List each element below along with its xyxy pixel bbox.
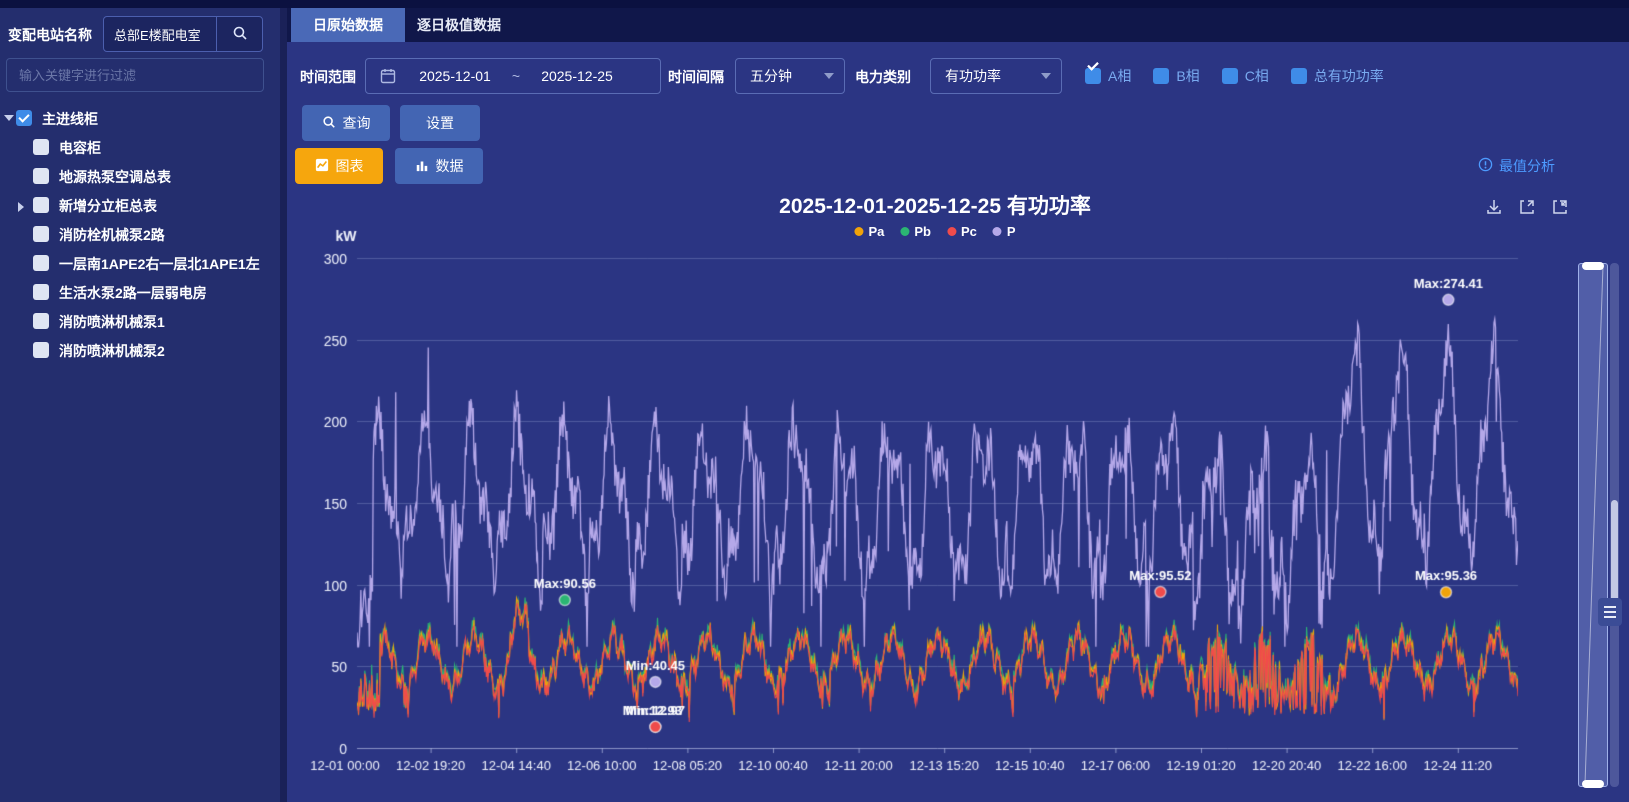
tree-item-label: 一层南1APE2右一层北1APE1左 xyxy=(59,255,260,272)
date-range-separator: ~ xyxy=(511,68,521,84)
tree-item-label: 地源热泵空调总表 xyxy=(59,168,171,185)
phase-checkbox-group: A相 B相 C相 总有功功率 xyxy=(1085,58,1384,94)
tree-checkbox[interactable] xyxy=(33,197,49,213)
line-chart-icon xyxy=(315,158,329,175)
tree-item[interactable]: 消防喷淋机械泵1 xyxy=(0,307,280,336)
checkbox-icon[interactable] xyxy=(1153,68,1170,84)
chart-view-button[interactable]: 图表 xyxy=(295,148,383,184)
tree-item-label: 消防喷淋机械泵1 xyxy=(59,313,165,330)
bar-chart-icon xyxy=(415,158,429,175)
download-icon[interactable] xyxy=(1485,198,1503,216)
tree-item[interactable]: 地源热泵空调总表 xyxy=(0,162,280,191)
station-row: 变配电站名称 总部E楼配电室 xyxy=(0,14,280,54)
tree-checkbox[interactable] xyxy=(33,226,49,242)
tree-item[interactable]: 消防喷淋机械泵2 xyxy=(0,336,280,365)
caret-right-icon[interactable] xyxy=(18,202,24,212)
search-icon xyxy=(322,115,336,132)
info-icon xyxy=(1478,157,1493,175)
phase-label: C相 xyxy=(1244,68,1269,84)
settings-button-label: 设置 xyxy=(426,115,454,131)
extreme-analysis-link[interactable]: 最值分析 xyxy=(1478,156,1555,176)
query-button-label: 查询 xyxy=(342,115,371,131)
checkbox-icon[interactable] xyxy=(1290,68,1307,84)
category-label: 电力类别 xyxy=(855,69,911,85)
tree-checkbox[interactable] xyxy=(33,342,49,358)
tree-checkbox[interactable] xyxy=(16,110,32,126)
phase-checkbox-A相[interactable]: A相 xyxy=(1085,66,1131,86)
time-range-label: 时间范围 xyxy=(300,69,356,85)
phase-label: 总有功功率 xyxy=(1313,68,1384,84)
interval-select[interactable]: 五分钟 xyxy=(735,58,845,94)
search-icon xyxy=(232,25,248,44)
datazoom-handle-bottom[interactable] xyxy=(1582,780,1604,788)
power-chart-canvas[interactable] xyxy=(287,225,1629,785)
chevron-down-icon xyxy=(824,73,834,79)
station-select-value: 总部E楼配电室 xyxy=(114,27,201,43)
phase-checkbox-总有功功率[interactable]: 总有功功率 xyxy=(1290,66,1384,86)
phase-checkbox-B相[interactable]: B相 xyxy=(1153,66,1200,86)
top-strip xyxy=(0,0,1629,8)
scrollbar-track[interactable] xyxy=(1610,263,1619,787)
device-tree: 主进线柜电容柜地源热泵空调总表 新增分立柜总表 消防栓机械泵2路一层南1APE2右一… xyxy=(0,104,280,365)
checkbox-icon[interactable] xyxy=(1085,68,1101,84)
data-view-button[interactable]: 数据 xyxy=(395,148,483,184)
phase-label: B相 xyxy=(1176,68,1200,84)
tree-item-label: 消防栓机械泵2路 xyxy=(59,226,165,243)
scrollbar-thumb[interactable] xyxy=(1611,500,1618,625)
settings-button[interactable]: 设置 xyxy=(400,105,480,141)
station-select[interactable]: 总部E楼配电室 xyxy=(103,16,263,52)
interval-label: 时间间隔 xyxy=(668,69,724,85)
slider-grip-handle[interactable] xyxy=(1598,598,1622,626)
query-button[interactable]: 查询 xyxy=(302,105,390,141)
chevron-down-icon xyxy=(1041,73,1051,79)
date-start-value[interactable]: 2025-12-01 xyxy=(419,68,491,84)
restore-icon[interactable] xyxy=(1551,198,1569,216)
category-select-value: 有功功率 xyxy=(945,68,1001,84)
tree-checkbox[interactable] xyxy=(33,284,49,300)
tree-item-label: 消防喷淋机械泵2 xyxy=(59,342,165,359)
chart-view-button-label: 图表 xyxy=(335,158,364,174)
date-end-value[interactable]: 2025-12-25 xyxy=(541,68,613,84)
tree-item-label: 新增分立柜总表 xyxy=(59,197,157,214)
tree-item[interactable]: 消防栓机械泵2路 xyxy=(0,220,280,249)
chart-title: 2025-12-01-2025-12-25 有功功率 xyxy=(779,195,1091,218)
sidebar: 变配电站名称 总部E楼配电室 主进线柜电容柜地源热泵空调总表新增分立柜总表消防栓… xyxy=(0,8,280,802)
main-panel: 日原始数据 逐日极值数据 时间范围 2025-12-01 ~ 2025-12-2… xyxy=(287,0,1629,802)
tree-item[interactable]: 一层南1APE2右一层北1APE1左 xyxy=(0,249,280,278)
station-name-label: 变配电站名称 xyxy=(8,27,92,43)
date-range-picker[interactable]: 2025-12-01 ~ 2025-12-25 xyxy=(365,58,661,94)
tab-daily-extreme-data[interactable]: 逐日极值数据 xyxy=(417,17,501,33)
calendar-icon xyxy=(380,68,396,84)
interval-select-value: 五分钟 xyxy=(750,68,792,84)
tree-checkbox[interactable] xyxy=(33,313,49,329)
category-select[interactable]: 有功功率 xyxy=(930,58,1062,94)
checkbox-icon[interactable] xyxy=(1221,68,1238,84)
sidebar-divider xyxy=(280,0,287,802)
tree-item[interactable]: 生活水泵2路一层弱电房 xyxy=(0,278,280,307)
extreme-analysis-label: 最值分析 xyxy=(1499,158,1555,174)
tab-daily-raw-data[interactable]: 日原始数据 xyxy=(291,8,405,42)
caret-down-icon[interactable] xyxy=(4,115,14,121)
chart-toolbox xyxy=(1485,198,1569,216)
tree-item-label: 生活水泵2路一层弱电房 xyxy=(59,284,207,301)
tree-filter-input[interactable] xyxy=(6,58,264,92)
tree-item[interactable]: 电容柜 xyxy=(0,133,280,162)
filter-row: 时间范围 2025-12-01 ~ 2025-12-25 时间间隔 五分钟 电力… xyxy=(300,58,1620,94)
data-view-button-label: 数据 xyxy=(435,158,464,174)
tree-item-label: 主进线柜 xyxy=(42,110,98,127)
tree-item[interactable]: 新增分立柜总表 xyxy=(0,191,280,220)
tree-checkbox[interactable] xyxy=(33,139,49,155)
datazoom-handle-top[interactable] xyxy=(1582,262,1604,270)
phase-label: A相 xyxy=(1108,68,1132,84)
tree-checkbox[interactable] xyxy=(33,168,49,184)
zoom-box-icon[interactable] xyxy=(1518,198,1536,216)
phase-checkbox-C相[interactable]: C相 xyxy=(1221,66,1269,86)
chart-area: 2025-12-01-2025-12-25 有功功率 PaPbPcP xyxy=(287,188,1629,802)
station-search-button[interactable] xyxy=(216,17,262,51)
datazoom-slider[interactable] xyxy=(1578,262,1608,788)
tree-checkbox[interactable] xyxy=(33,255,49,271)
tree-item[interactable]: 主进线柜 xyxy=(0,104,280,133)
tree-item-label: 电容柜 xyxy=(59,139,101,156)
